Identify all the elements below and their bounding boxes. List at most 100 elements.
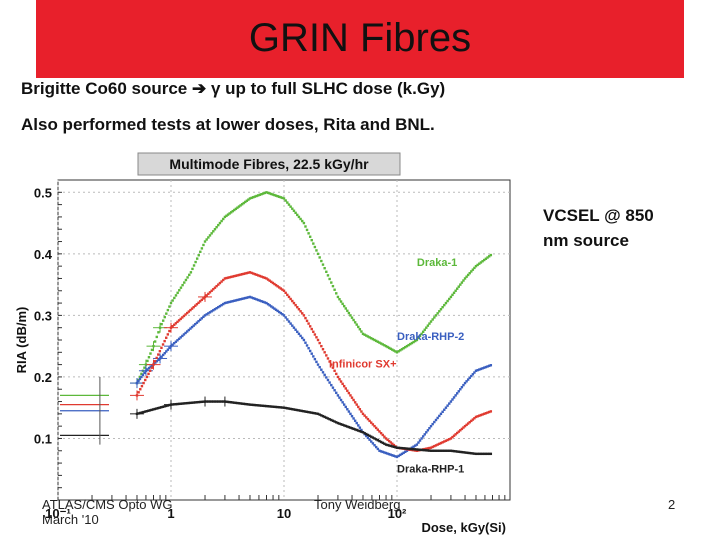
data-point [198, 300, 202, 303]
data-point [341, 401, 344, 404]
data-point [315, 360, 318, 364]
data-point [270, 192, 273, 196]
data-point [397, 446, 400, 450]
data-point [281, 406, 284, 409]
data-point [184, 313, 187, 316]
data-point [399, 453, 402, 457]
data-point [200, 298, 203, 302]
data-point [142, 381, 145, 385]
data-point [414, 339, 417, 343]
data-point [237, 273, 241, 277]
data-point [387, 346, 391, 350]
data-point [386, 452, 389, 455]
data-point [226, 301, 230, 304]
data-point [429, 424, 433, 428]
data-point [140, 411, 144, 414]
data-point [344, 424, 347, 428]
data-point [190, 401, 194, 404]
data-point [252, 272, 255, 275]
data-point [253, 403, 257, 407]
data-point [176, 339, 179, 342]
data-point [147, 366, 151, 370]
data-point [226, 213, 230, 216]
data-point [484, 412, 488, 415]
data-point [213, 228, 217, 231]
data-point [303, 410, 307, 413]
data-point [250, 296, 253, 299]
data-point [478, 368, 481, 371]
data-point [269, 405, 273, 408]
data-point [378, 430, 381, 433]
data-point [222, 278, 225, 282]
data-point [328, 360, 331, 363]
data-point [465, 380, 468, 383]
data-point [335, 391, 338, 395]
data-point [326, 378, 330, 382]
data-point [426, 447, 430, 450]
data-point [168, 346, 171, 350]
data-point [410, 447, 413, 451]
data-point [404, 450, 407, 453]
data-point [231, 401, 234, 404]
data-point [457, 285, 460, 288]
data-point [294, 211, 297, 215]
data-point [223, 215, 227, 219]
data-point [250, 403, 253, 406]
data-point [233, 299, 236, 302]
data-point [231, 209, 234, 213]
data-point [208, 291, 212, 294]
data-point [313, 333, 317, 336]
data-point [336, 295, 340, 299]
data-point [258, 404, 261, 407]
y-tick-label: 0.2 [34, 370, 52, 385]
data-point [205, 313, 208, 316]
data-point [471, 268, 475, 271]
data-point [160, 322, 163, 326]
data-point [478, 414, 481, 417]
data-point [418, 334, 422, 338]
data-point [373, 437, 376, 440]
data-point [242, 272, 245, 276]
data-point [446, 449, 449, 452]
data-point [290, 407, 294, 411]
data-point [335, 421, 338, 424]
data-point [308, 235, 312, 238]
data-point [342, 424, 346, 427]
data-point [220, 219, 223, 223]
data-point [374, 426, 378, 430]
data-point [386, 438, 389, 441]
data-point [296, 213, 299, 217]
data-point [313, 412, 316, 415]
data-point [423, 433, 426, 436]
data-point [298, 409, 302, 412]
data-point [292, 301, 296, 305]
data-point [217, 305, 220, 309]
data-point [192, 324, 195, 327]
data-point [165, 312, 168, 315]
data-point [326, 357, 330, 360]
data-point [409, 342, 412, 346]
data-point [347, 410, 351, 413]
data-point [436, 312, 439, 315]
data-point [457, 430, 460, 433]
data-point [248, 403, 252, 406]
data-point [370, 421, 373, 424]
data-point [459, 429, 462, 432]
data-point [386, 443, 389, 447]
data-point [217, 223, 220, 227]
data-point [320, 344, 323, 348]
data-point [365, 432, 368, 436]
data-point [460, 385, 464, 389]
data-point [428, 427, 431, 430]
data-point [333, 420, 336, 423]
data-point [253, 195, 257, 198]
data-point [489, 452, 493, 456]
data-point [446, 404, 449, 407]
data-point [210, 310, 213, 313]
data-point [307, 347, 310, 350]
data-point [459, 388, 462, 391]
data-point [228, 300, 231, 304]
data-point [352, 398, 355, 402]
data-point [292, 408, 295, 411]
data-point [311, 411, 315, 415]
